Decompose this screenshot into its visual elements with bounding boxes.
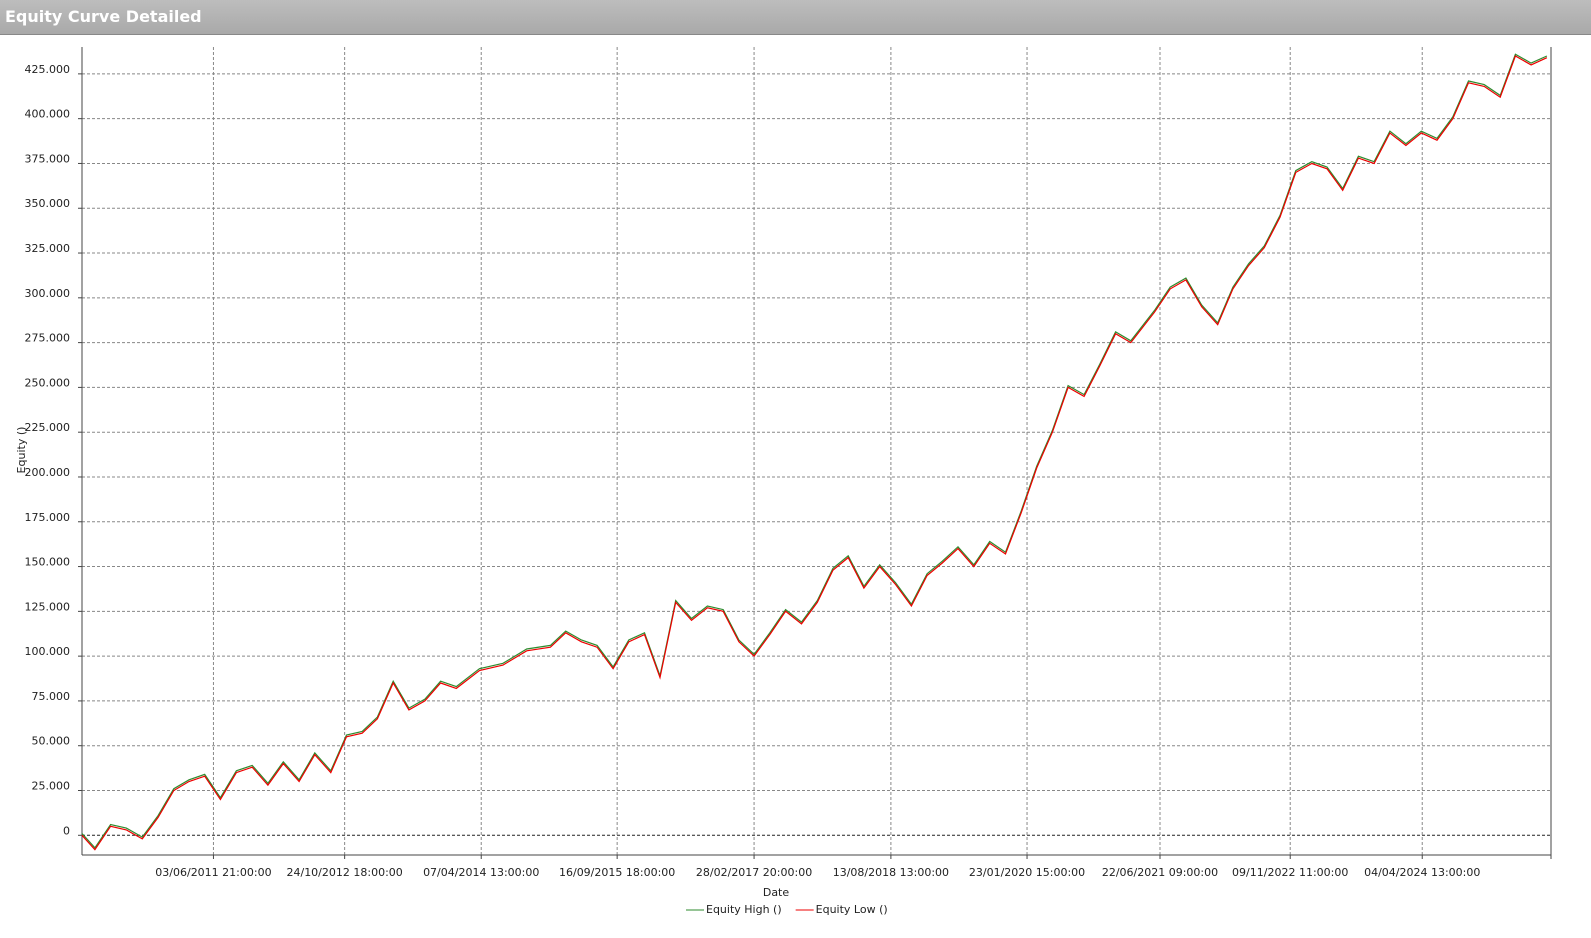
x-tick-label: 24/10/2012 18:00:00 — [286, 866, 402, 879]
y-tick-label: 100.000 — [25, 645, 71, 658]
y-tick-label: 175.000 — [25, 511, 71, 524]
x-tick-label: 13/08/2018 13:00:00 — [833, 866, 949, 879]
y-tick-label: 200.000 — [25, 466, 71, 479]
y-axis-title: Equity () — [15, 427, 28, 474]
x-tick-label: 04/04/2024 13:00:00 — [1364, 866, 1480, 879]
y-tick-label: 50.000 — [32, 735, 71, 748]
y-tick-label: 400.000 — [25, 108, 71, 121]
y-tick-label: 250.000 — [25, 376, 71, 389]
x-axis-title: Date — [763, 886, 790, 899]
x-tick-label: 09/11/2022 11:00:00 — [1232, 866, 1348, 879]
y-tick-label: 425.000 — [25, 63, 71, 76]
x-tick-label: 23/01/2020 15:00:00 — [969, 866, 1085, 879]
y-tick-label: 275.000 — [25, 332, 71, 345]
equity-line — [81, 55, 1548, 851]
y-tick-label: 300.000 — [25, 287, 71, 300]
title-bar: Equity Curve Detailed — [0, 0, 1591, 35]
x-tick-label: 16/09/2015 18:00:00 — [559, 866, 675, 879]
equity-line — [81, 53, 1548, 849]
y-tick-label: 25.000 — [32, 780, 71, 793]
y-tick-label: 150.000 — [25, 556, 71, 569]
y-tick-label: 75.000 — [32, 690, 71, 703]
y-tick-label: 125.000 — [25, 600, 71, 613]
legend-label: Equity High () — [706, 903, 782, 916]
y-tick-label: 225.000 — [25, 421, 71, 434]
y-tick-label: 325.000 — [25, 242, 71, 255]
x-tick-label: 28/02/2017 20:00:00 — [696, 866, 812, 879]
legend-label: Equity Low () — [816, 903, 888, 916]
x-tick-label: 22/06/2021 09:00:00 — [1102, 866, 1218, 879]
x-tick-label: 07/04/2014 13:00:00 — [423, 866, 539, 879]
y-tick-label: 0 — [63, 824, 70, 837]
window-title: Equity Curve Detailed — [5, 7, 202, 26]
y-tick-label: 375.000 — [25, 152, 71, 165]
x-tick-label: 03/06/2011 21:00:00 — [155, 866, 271, 879]
y-tick-label: 350.000 — [25, 197, 71, 210]
